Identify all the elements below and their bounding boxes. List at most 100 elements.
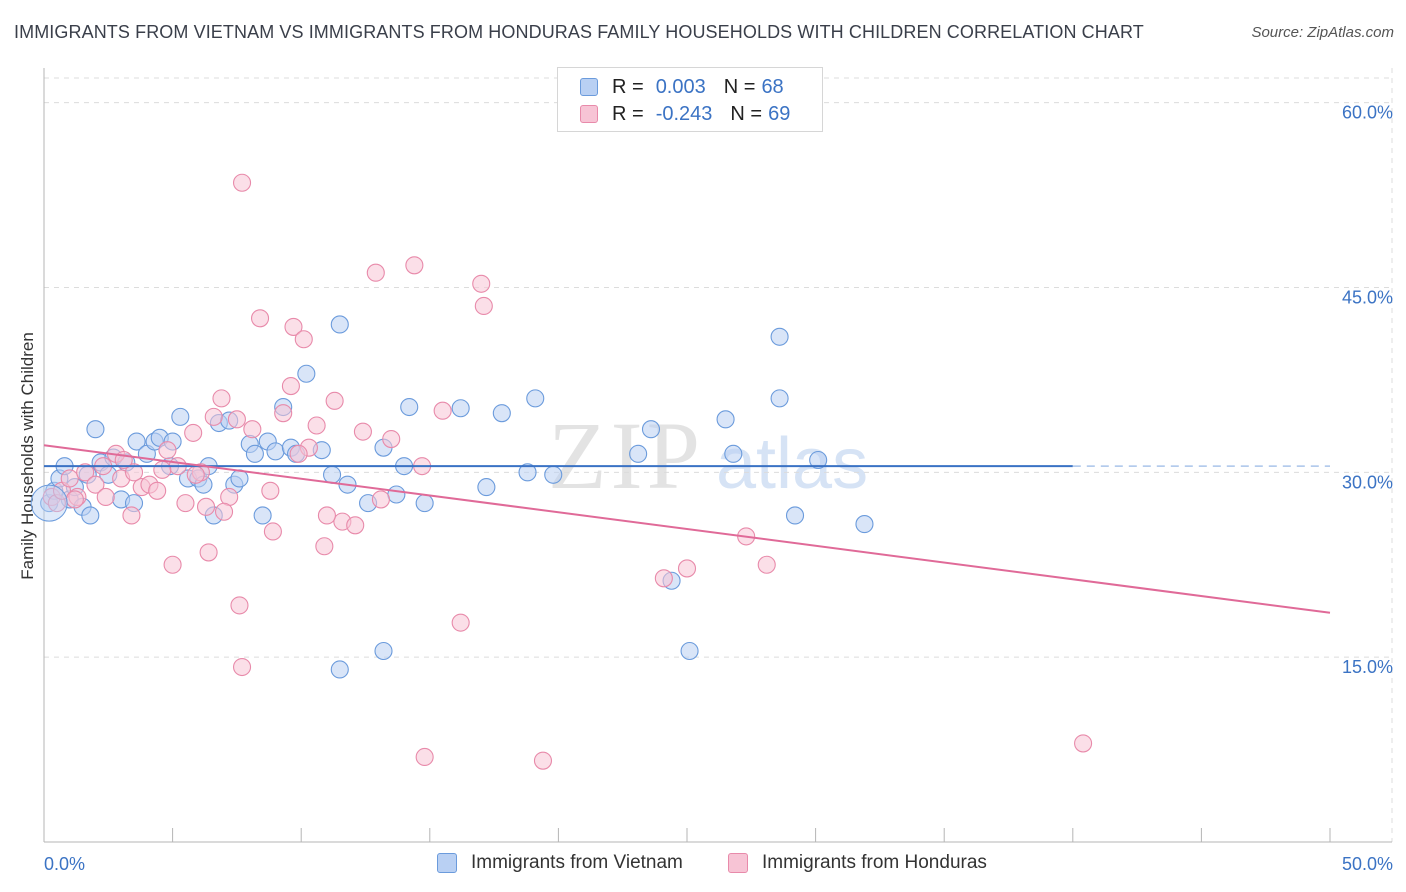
honduras-point: [433, 401, 452, 420]
honduras-point: [148, 481, 167, 500]
x-tick-label: 50.0%: [1342, 854, 1393, 874]
vietnam-point: [230, 469, 249, 488]
honduras-point: [294, 330, 313, 349]
honduras-point: [261, 481, 280, 500]
vietnam-point: [451, 399, 470, 418]
watermark: ZIP atlas: [548, 402, 868, 509]
honduras-point: [533, 751, 553, 770]
legend-item-vietnam: Immigrants from Vietnam: [437, 852, 683, 874]
vietnam-point: [171, 407, 190, 426]
honduras-point: [232, 657, 252, 677]
trend-lines: [43, 444, 1331, 614]
honduras-point: [315, 537, 334, 556]
honduras-swatch: [580, 105, 598, 123]
honduras-point: [274, 404, 293, 423]
chart-title: IMMIGRANTS FROM VIETNAM VS IMMIGRANTS FR…: [14, 22, 1144, 42]
y-tick-label: 60.0%: [1342, 103, 1393, 123]
honduras-point: [325, 391, 344, 410]
legend-item-honduras: Immigrants from Honduras: [728, 852, 987, 874]
vietnam-point: [785, 506, 805, 525]
honduras-point: [196, 497, 216, 516]
vietnam-point: [680, 641, 699, 661]
tick-labels: 15.0% 30.0% 45.0% 60.0% 0.0% 50.0%: [44, 103, 1393, 874]
honduras-trend-line: [43, 444, 1331, 614]
n-label: N =: [730, 102, 763, 125]
vietnam-point: [724, 444, 743, 463]
y-tick-label: 30.0%: [1342, 472, 1393, 492]
vietnam-point: [330, 315, 349, 334]
vietnam-point: [770, 389, 789, 408]
honduras-point: [281, 377, 300, 396]
vietnam-cluster-point: [30, 484, 68, 522]
honduras-point: [184, 423, 203, 442]
x-tick-label: 0.0%: [44, 854, 85, 874]
honduras-point: [243, 420, 262, 439]
source-label: Source: ZipAtlas.com: [1251, 24, 1394, 41]
vietnam-point: [81, 506, 100, 525]
vietnam-point: [400, 397, 419, 417]
honduras-point: [232, 173, 252, 192]
series-legend: Immigrants from Vietnam Immigrants from …: [0, 852, 1406, 878]
honduras-point: [122, 506, 141, 525]
honduras-point: [757, 555, 776, 574]
honduras-point: [317, 506, 336, 525]
vietnam-point: [297, 364, 316, 383]
honduras-point: [214, 502, 234, 521]
vietnam-point: [855, 515, 874, 534]
vietnam-swatch: [580, 78, 598, 96]
honduras-point: [415, 747, 434, 767]
correlation-legend: R = 0.003 N = 68 R = -0.243 N = 69: [557, 67, 823, 132]
r-label: R =: [612, 102, 644, 125]
honduras-point: [366, 263, 385, 282]
honduras-point: [654, 569, 673, 588]
legend-label-honduras: Immigrants from Honduras: [762, 852, 987, 873]
vietnam-point: [374, 641, 393, 661]
vietnam-point: [245, 444, 264, 463]
honduras-point: [263, 522, 282, 541]
vietnam-point: [518, 463, 537, 482]
vietnam-point: [809, 450, 828, 470]
honduras-point: [677, 559, 697, 578]
honduras-point: [472, 274, 491, 293]
honduras-point: [199, 543, 218, 562]
n-label: N =: [723, 75, 756, 98]
vietnam-point: [492, 404, 511, 423]
legend-row-honduras: R = -0.243 N = 69: [580, 102, 790, 126]
honduras-point: [227, 410, 246, 429]
vietnam-point: [330, 660, 349, 679]
honduras-point: [153, 460, 172, 479]
y-tick-label: 45.0%: [1342, 287, 1393, 307]
honduras-point: [76, 463, 95, 482]
watermark-atlas: atlas: [716, 424, 868, 504]
y-tick-label: 15.0%: [1342, 657, 1393, 677]
honduras-point: [65, 490, 84, 509]
vietnam-swatch: [437, 853, 457, 873]
honduras-point: [284, 317, 303, 336]
honduras-point: [86, 475, 105, 494]
honduras-point: [158, 441, 177, 460]
honduras-point: [124, 463, 144, 482]
n-value: 68: [761, 75, 784, 98]
n-value: 69: [768, 102, 791, 125]
honduras-point: [204, 407, 223, 426]
honduras-point: [1074, 734, 1093, 753]
axes: [43, 68, 1392, 843]
honduras-point: [186, 465, 205, 484]
vietnam-point: [86, 420, 105, 439]
honduras-point: [307, 416, 326, 435]
honduras-point: [212, 389, 231, 408]
vietnam-point: [641, 420, 661, 439]
honduras-point: [250, 309, 270, 328]
vietnam-point: [544, 465, 563, 484]
honduras-point: [289, 444, 308, 463]
honduras-point: [382, 430, 401, 449]
honduras-point: [230, 596, 249, 615]
vietnam-point: [770, 327, 789, 346]
honduras-point: [353, 422, 372, 441]
vietnam-point: [253, 506, 272, 525]
watermark-zip: ZIP: [548, 402, 704, 509]
vietnam-point: [127, 432, 146, 451]
honduras-swatch: [728, 853, 748, 873]
r-value: 0.003: [655, 75, 706, 98]
